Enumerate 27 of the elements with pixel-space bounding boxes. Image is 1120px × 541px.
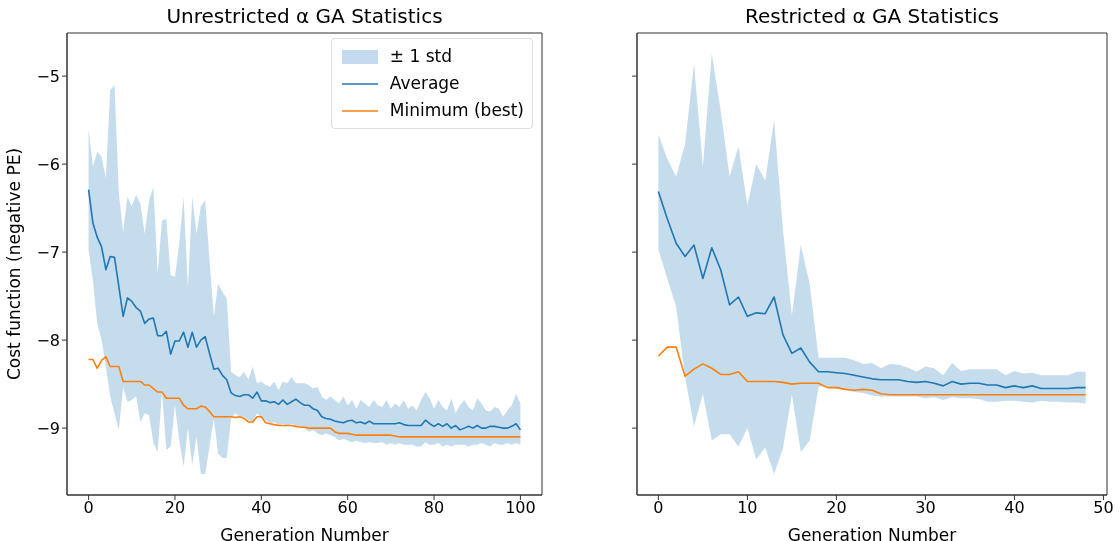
y-tick-label: −9: [36, 418, 60, 438]
x-tick-label: 30: [915, 498, 936, 518]
x-tick-label: 100: [505, 498, 536, 518]
x-tick-label: 80: [423, 498, 445, 518]
x-axis-title: Generation Number: [220, 525, 389, 541]
line-series: [87, 356, 522, 438]
y-tick-label: −7: [36, 242, 60, 262]
x-tick-label: 60: [337, 498, 358, 518]
x-tick-label: 0: [83, 498, 94, 518]
line-series: [87, 188, 522, 431]
x-tick-label: 50: [1093, 498, 1114, 518]
x-axis-title: Generation Number: [787, 525, 957, 541]
y-axis-title: Cost function (negative PE): [4, 147, 24, 381]
y-tick-label: −5: [36, 66, 60, 86]
x-tick-label: 20: [826, 498, 847, 518]
x-tick-label: 0: [653, 498, 664, 518]
chart-title: Restricted α GA Statistics: [743, 4, 1000, 28]
legend-label: Average: [389, 72, 460, 95]
x-tick-label: 40: [251, 498, 272, 518]
x-tick-label: 40: [1004, 498, 1025, 518]
x-tick-label: 10: [737, 498, 758, 518]
y-tick-label: −6: [36, 154, 60, 174]
x-tick-label: 20: [164, 498, 186, 518]
y-tick-label: −8: [36, 330, 60, 350]
legend-label: Minimum (best): [389, 99, 524, 122]
chart-title: Unrestricted α GA Statistics: [165, 4, 444, 28]
annotation: ± 1 std: [389, 45, 452, 68]
